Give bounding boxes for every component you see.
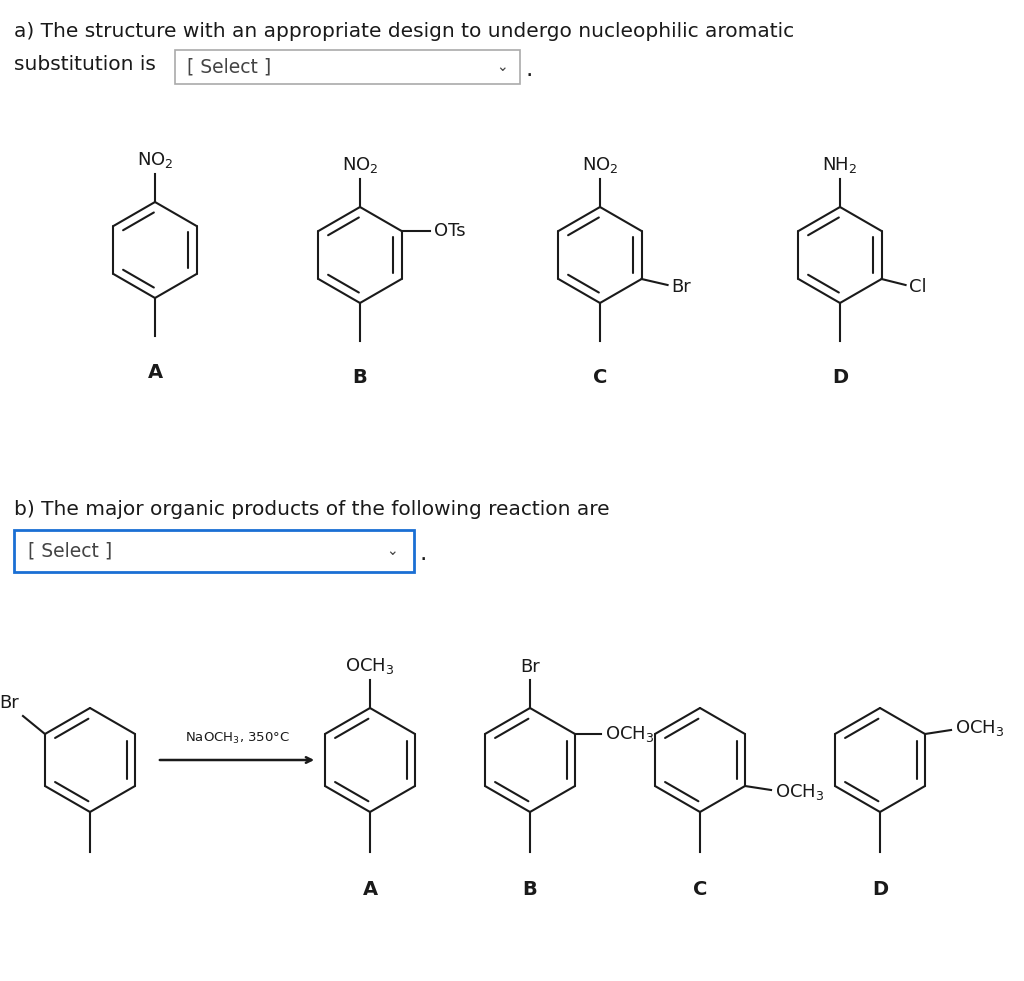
Text: OCH$_3$: OCH$_3$ xyxy=(605,724,654,744)
Text: .: . xyxy=(420,542,427,565)
Text: NaOCH$_3$, 350°C: NaOCH$_3$, 350°C xyxy=(184,731,290,746)
Text: C: C xyxy=(593,368,607,387)
Text: B: B xyxy=(522,880,538,899)
Text: substitution is: substitution is xyxy=(14,55,156,74)
Text: NO$_2$: NO$_2$ xyxy=(342,155,378,175)
Text: [ Select ]: [ Select ] xyxy=(28,542,113,560)
Text: Br: Br xyxy=(672,278,691,296)
Text: b) The major organic products of the following reaction are: b) The major organic products of the fol… xyxy=(14,500,609,519)
Text: D: D xyxy=(872,880,888,899)
Text: Br: Br xyxy=(0,694,19,712)
Text: NH$_2$: NH$_2$ xyxy=(822,155,858,175)
Text: A: A xyxy=(362,880,378,899)
Bar xyxy=(175,50,520,84)
Text: ⌄: ⌄ xyxy=(386,544,397,558)
Text: NO$_2$: NO$_2$ xyxy=(582,155,618,175)
Text: D: D xyxy=(831,368,848,387)
Text: [ Select ]: [ Select ] xyxy=(187,58,271,77)
Text: C: C xyxy=(693,880,708,899)
Text: ⌄: ⌄ xyxy=(497,60,508,74)
Text: NO$_2$: NO$_2$ xyxy=(137,150,173,170)
Text: OTs: OTs xyxy=(433,222,465,240)
Text: .: . xyxy=(525,59,532,81)
Text: a) The structure with an appropriate design to undergo nucleophilic aromatic: a) The structure with an appropriate des… xyxy=(14,22,795,41)
Text: B: B xyxy=(352,368,368,387)
Text: A: A xyxy=(147,363,163,382)
Text: OCH$_3$: OCH$_3$ xyxy=(955,718,1005,738)
Text: Cl: Cl xyxy=(908,278,926,296)
Text: OCH$_3$: OCH$_3$ xyxy=(775,782,824,802)
Bar xyxy=(14,530,414,572)
Text: OCH$_3$: OCH$_3$ xyxy=(345,656,394,676)
Text: Br: Br xyxy=(520,658,540,676)
